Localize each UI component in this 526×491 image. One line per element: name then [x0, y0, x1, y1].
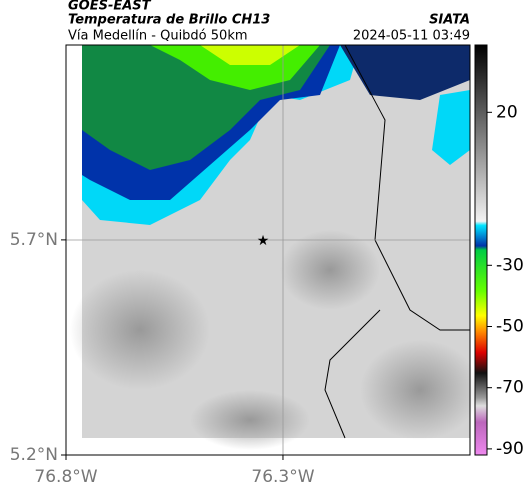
title: GOES-EAST — [68, 0, 152, 14]
source: SIATA — [429, 13, 470, 28]
map-image: ★ — [65, 44, 480, 456]
colorbar — [474, 44, 488, 456]
x-tick-label: 76.8°W — [34, 467, 97, 487]
timestamp: 2024-05-11 03:49 — [353, 29, 470, 44]
x-tick-label: 76.3°W — [251, 467, 314, 487]
y-tick-label: 5.7°N — [10, 230, 58, 250]
colorbar-tick-label: -70 — [496, 378, 524, 398]
colorbar-tick-label: -90 — [496, 439, 524, 459]
colorbar-tick-label: 20 — [496, 102, 518, 122]
svg-text:★: ★ — [257, 233, 270, 249]
y-tick-label: 5.2°N — [10, 445, 58, 465]
route: Vía Medellín - Quibdó 50km — [68, 29, 248, 44]
subtitle: Temperatura de Brillo CH13 — [68, 13, 270, 28]
colorbar-tick-label: -50 — [496, 316, 524, 336]
colorbar-tick-label: -30 — [496, 255, 524, 275]
